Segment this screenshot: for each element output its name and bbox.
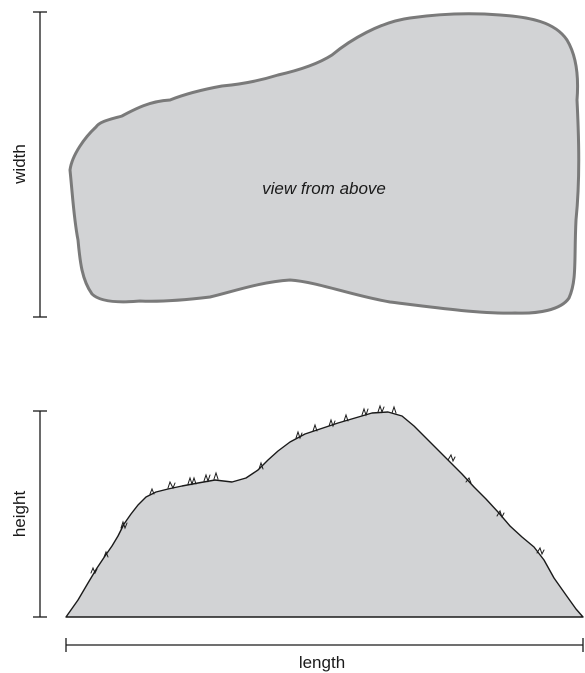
tuft [343, 413, 349, 422]
tuft [377, 404, 385, 414]
top-view-caption: view from above [262, 179, 386, 198]
tuft [328, 418, 336, 428]
tuft [465, 476, 472, 484]
width-dimension [33, 11, 47, 318]
length-label: length [299, 653, 345, 672]
tuft [295, 430, 303, 440]
top-view: view from above [68, 12, 581, 315]
tuft [447, 453, 456, 463]
top-view-outline [68, 12, 581, 315]
tuft [312, 423, 318, 432]
tuft [258, 461, 264, 470]
tuft [90, 566, 98, 575]
side-view [65, 404, 584, 618]
height-label: height [10, 491, 29, 538]
tuft [120, 520, 128, 530]
tuft [213, 471, 219, 480]
length-dimension [65, 638, 584, 652]
tuft [391, 405, 397, 414]
width-label: width [10, 144, 29, 185]
side-view-profile [65, 411, 584, 618]
tuft [187, 476, 197, 486]
tuft [361, 407, 369, 417]
tuft [149, 487, 155, 495]
tuft [203, 473, 211, 483]
tuft [103, 550, 109, 558]
tuft [167, 480, 176, 490]
side-view-texture [90, 404, 545, 575]
tuft [496, 509, 505, 519]
tuft [536, 546, 545, 556]
height-dimension [33, 410, 47, 618]
